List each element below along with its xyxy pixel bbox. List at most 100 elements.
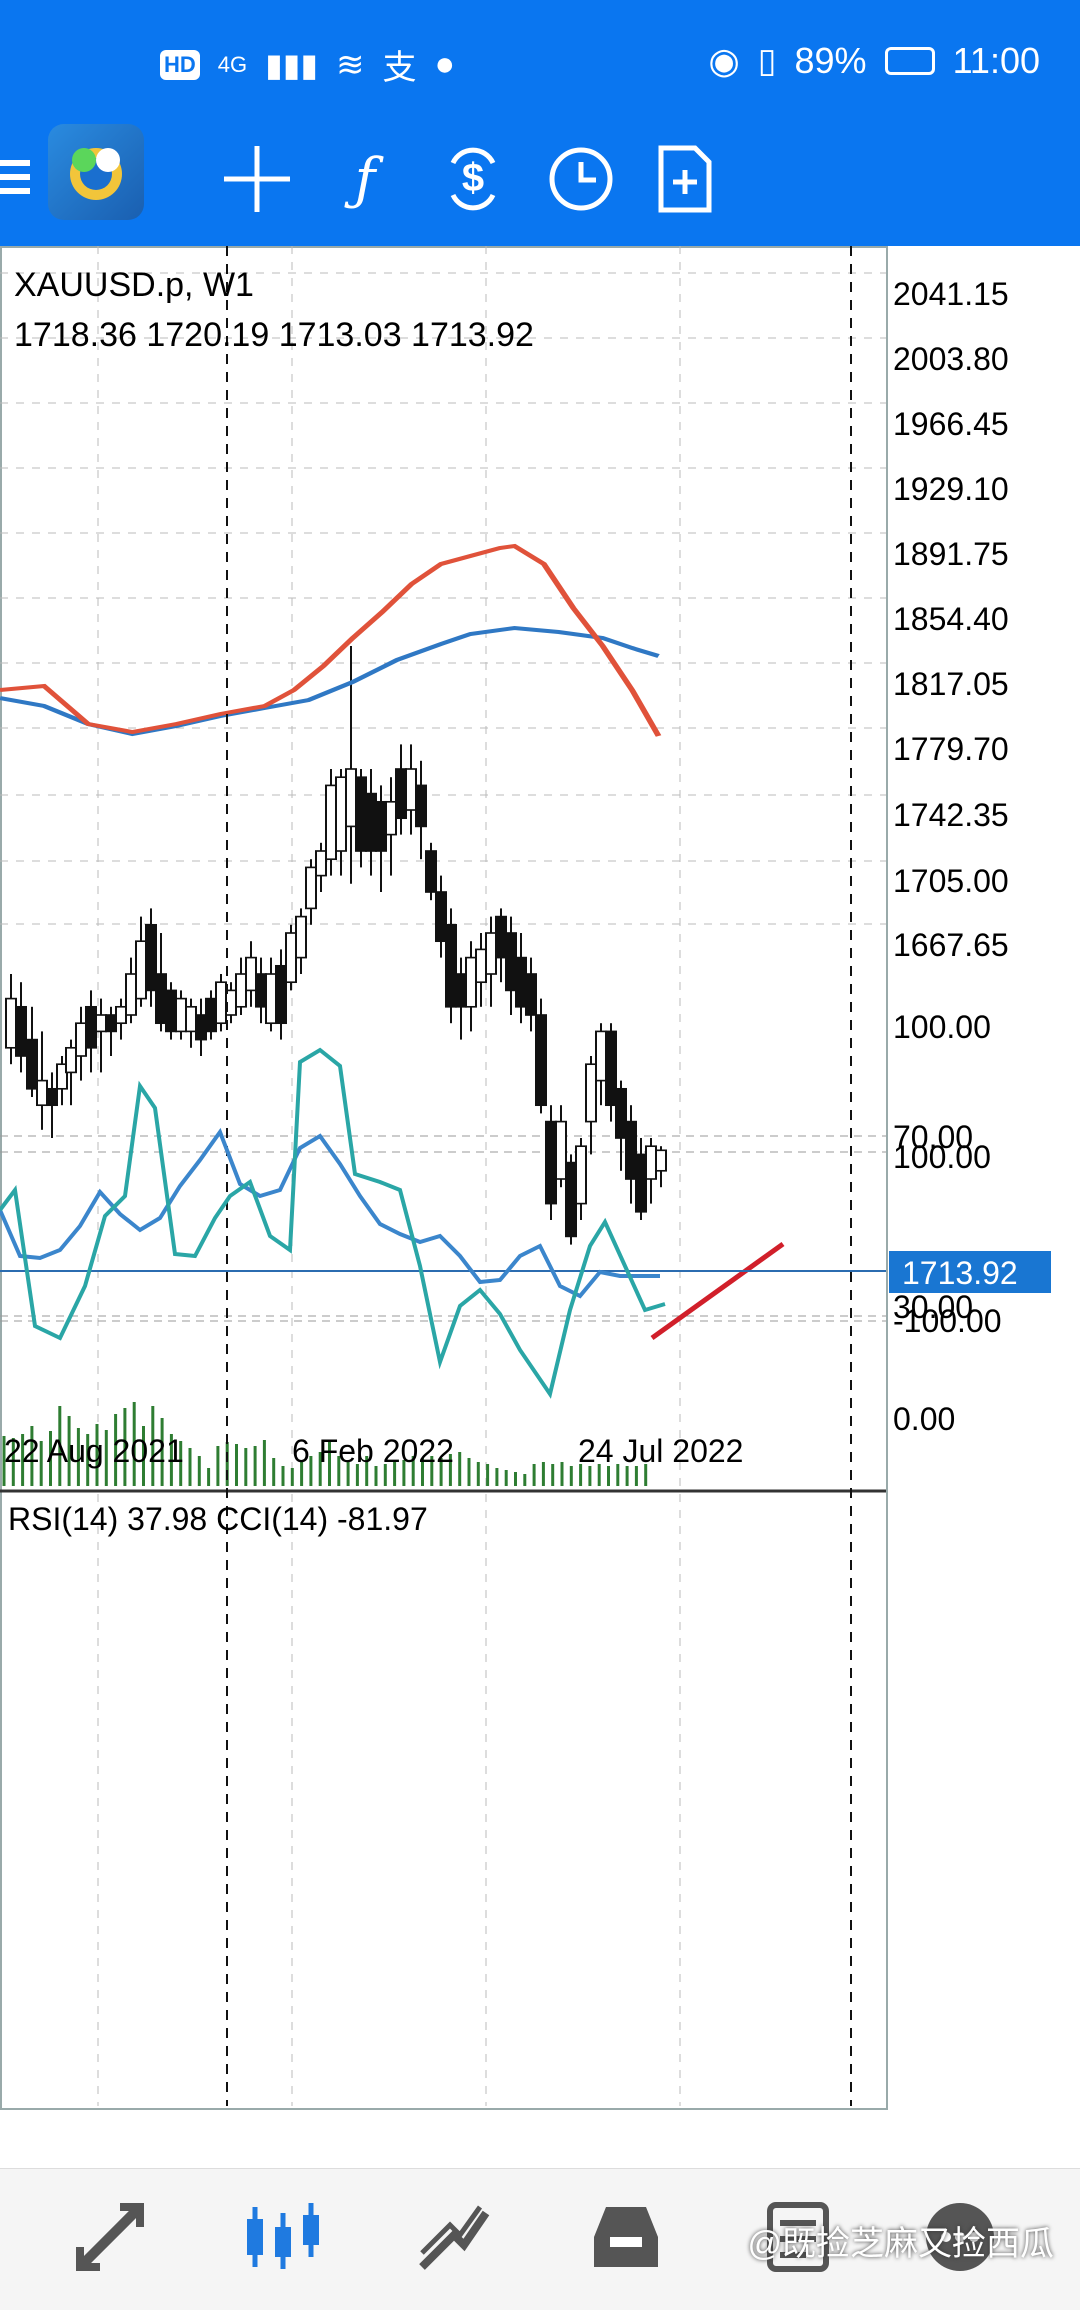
candle-body bbox=[615, 1087, 627, 1139]
chart-svg[interactable]: XAUUSD.p, W1 1718.36 1720.19 1713.03 171… bbox=[0, 207, 1080, 2150]
bottom-nav bbox=[0, 2168, 1080, 2310]
current-price-label: 1713.92 bbox=[902, 1255, 1018, 1291]
price-tick-label: 1891.75 bbox=[893, 536, 1009, 572]
candle-body bbox=[275, 964, 287, 1025]
candle-body bbox=[585, 1063, 597, 1123]
signal-icon: ▮▮▮ bbox=[265, 46, 318, 83]
candle-body bbox=[245, 956, 257, 992]
candle-body bbox=[105, 1014, 117, 1033]
candle-body bbox=[605, 1030, 617, 1107]
candle-body bbox=[595, 1030, 607, 1082]
candle-body bbox=[655, 1149, 667, 1172]
wifi-icon: ≋ bbox=[335, 45, 365, 84]
indicator-label: RSI(14) 37.98 CCI(14) -81.97 bbox=[8, 1501, 428, 1537]
candle-body bbox=[145, 923, 157, 992]
alipay-icon: 支 bbox=[382, 49, 417, 87]
candle-body bbox=[545, 1120, 557, 1205]
candle-body bbox=[5, 997, 17, 1049]
chart-frame bbox=[0, 246, 888, 2110]
candle-body bbox=[355, 776, 367, 852]
grid-lines bbox=[0, 207, 886, 2106]
candle-body bbox=[185, 1005, 197, 1033]
candle-body bbox=[555, 1120, 567, 1180]
price-tick-label: 2041.15 bbox=[893, 276, 1009, 312]
ma-slow-line bbox=[0, 625, 660, 737]
candle-body bbox=[455, 973, 467, 1008]
mailbox-icon[interactable] bbox=[576, 2197, 676, 2277]
status-bar: HD 4G ▮▮▮ ≋ 支 ● ◉ ▯ 89% 11:00 bbox=[0, 0, 1080, 124]
history-icon[interactable] bbox=[404, 2197, 504, 2277]
candle-body bbox=[525, 973, 537, 1016]
app-logo[interactable] bbox=[48, 124, 144, 220]
candle-body bbox=[135, 940, 147, 1000]
rsi-tick-label: 30.00 bbox=[893, 1289, 973, 1325]
candle-body bbox=[75, 1022, 87, 1057]
candle-body bbox=[36, 1079, 48, 1107]
price-tick-label: 1854.40 bbox=[893, 601, 1009, 637]
candle-body bbox=[56, 1063, 68, 1090]
clock-icon[interactable] bbox=[536, 134, 626, 224]
candle-body bbox=[265, 973, 277, 1025]
candle-body bbox=[535, 1014, 547, 1107]
chart-canvas[interactable]: XAUUSD.p, W1 1718.36 1720.19 1713.03 171… bbox=[0, 207, 1080, 2150]
cci-line bbox=[0, 1127, 660, 1299]
new-order-icon[interactable] bbox=[640, 134, 730, 224]
crosshair-icon[interactable] bbox=[212, 134, 302, 224]
candle-body bbox=[395, 768, 407, 820]
trade-icon[interactable] bbox=[60, 2197, 160, 2277]
candle-body bbox=[335, 776, 347, 852]
chart-icon[interactable] bbox=[232, 2197, 332, 2277]
candle-body bbox=[465, 956, 477, 1008]
rsi-tick-label: 100.00 bbox=[893, 1009, 991, 1045]
candles bbox=[5, 646, 667, 1245]
candle-body bbox=[345, 768, 357, 828]
candle-body bbox=[125, 973, 137, 1016]
chat-icon[interactable] bbox=[910, 2197, 1010, 2277]
candle-body bbox=[325, 784, 337, 861]
candle-body bbox=[575, 1145, 587, 1205]
status-right: ◉ ▯ 89% 11:00 bbox=[708, 40, 1040, 82]
candle-body bbox=[175, 997, 187, 1033]
candle-body bbox=[215, 981, 227, 1025]
battery-icon bbox=[884, 47, 935, 75]
rsi-tick-label: 70.00 bbox=[893, 1119, 973, 1155]
clock-time: 11:00 bbox=[952, 40, 1040, 81]
news-icon[interactable] bbox=[748, 2197, 848, 2277]
candle-body bbox=[375, 800, 387, 852]
volume-bars bbox=[2, 1402, 648, 1486]
candle-body bbox=[155, 973, 167, 1025]
candle-body bbox=[65, 1046, 77, 1074]
current-price-badge bbox=[889, 1251, 1051, 1293]
candle-body bbox=[46, 1087, 58, 1107]
candle-body bbox=[405, 768, 417, 811]
battery-percent: 89% bbox=[794, 40, 867, 81]
rsi-line bbox=[0, 1047, 666, 1399]
date-label: 22 Aug 2021 bbox=[4, 1433, 184, 1469]
rsi-tick-label: 0.00 bbox=[893, 1401, 955, 1437]
candle-body bbox=[165, 989, 177, 1033]
menu-icon[interactable] bbox=[0, 152, 30, 212]
candle-body bbox=[85, 1005, 97, 1049]
candle-body bbox=[285, 932, 297, 984]
date-label: 24 Jul 2022 bbox=[578, 1433, 743, 1469]
candle-body bbox=[385, 800, 397, 836]
candle-body bbox=[205, 997, 217, 1033]
candle-body bbox=[95, 1014, 107, 1033]
price-tick-label: 1929.10 bbox=[893, 471, 1009, 507]
price-tick-label: 2003.80 bbox=[893, 341, 1009, 377]
candle-body bbox=[645, 1145, 657, 1180]
candle-body bbox=[415, 784, 427, 828]
candle-body bbox=[26, 1038, 38, 1090]
svg-text:$: $ bbox=[462, 156, 484, 200]
candle-body bbox=[305, 866, 317, 910]
price-tick-label: 1966.45 bbox=[893, 406, 1009, 442]
currency-icon[interactable]: $ bbox=[428, 134, 518, 224]
date-label: 6 Feb 2022 bbox=[292, 1433, 454, 1469]
candle-body bbox=[565, 1161, 577, 1238]
message-icon: ● bbox=[434, 45, 456, 83]
ma-fast-line bbox=[0, 543, 662, 737]
function-icon[interactable]: ƒ bbox=[354, 146, 376, 212]
candle-body bbox=[425, 850, 437, 893]
candle-body bbox=[495, 915, 507, 959]
hd-badge: HD bbox=[160, 49, 200, 80]
